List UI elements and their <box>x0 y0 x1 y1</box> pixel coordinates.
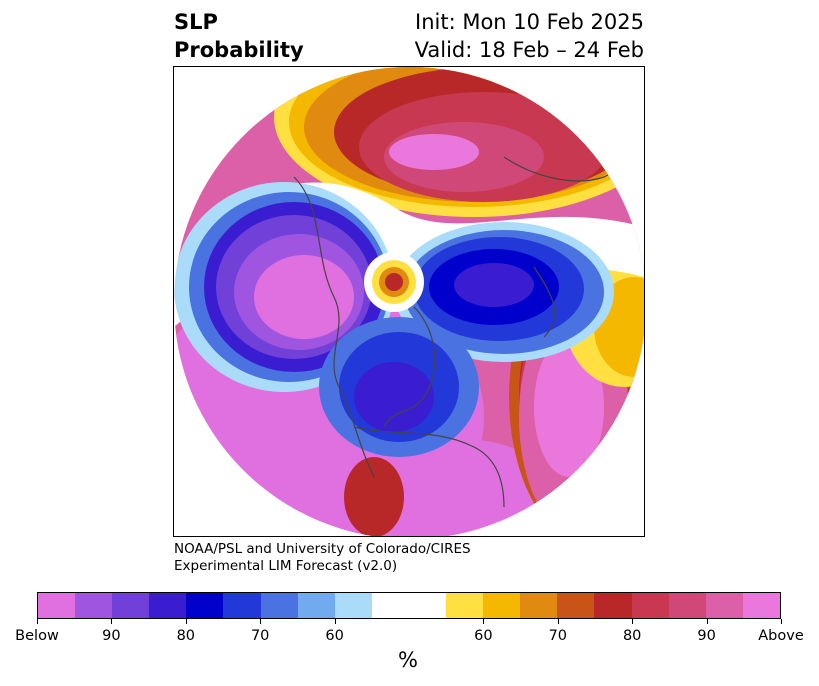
colorbar-segment <box>223 593 261 618</box>
valid-dates: Valid: 18 Feb – 24 Feb <box>414 38 644 62</box>
colorbar-tick-mark <box>334 619 336 624</box>
colorbar-tick-mark <box>483 619 485 624</box>
colorbar-tick-mark <box>185 619 187 624</box>
colorbar-segment <box>75 593 113 618</box>
colorbar-tick-mark <box>706 619 708 624</box>
credit-text: NOAA/PSL and University of Colorado/CIRE… <box>174 541 471 575</box>
forecast-dates: Init: Mon 10 Feb 2025 Valid: 18 Feb – 24… <box>415 8 644 64</box>
credit-line-1: NOAA/PSL and University of Colorado/CIRE… <box>174 541 471 557</box>
colorbar-segment <box>112 593 150 618</box>
colorbar-tick-label: 60 <box>325 628 344 644</box>
colorbar-tick-label: Below <box>15 628 59 644</box>
colorbar-segment <box>631 593 669 618</box>
map-panel <box>173 66 645 537</box>
colorbar-segment <box>260 593 298 618</box>
colorbar-tick-label: 90 <box>102 628 121 644</box>
colorbar-tick-label: 80 <box>622 628 642 644</box>
colorbar-unit: % <box>398 648 418 672</box>
colorbar-segment <box>520 593 558 618</box>
colorbar-tick-mark <box>557 619 559 624</box>
colorbar-segment <box>594 593 632 618</box>
map-title: SLP Probability <box>174 8 304 64</box>
colorbar-segment <box>705 593 743 618</box>
colorbar-tick-label: 80 <box>176 628 196 644</box>
colorbar-segment <box>557 593 595 618</box>
colorbar-segment <box>186 593 224 618</box>
colorbar-tick-label: 60 <box>474 628 493 644</box>
colorbar <box>37 592 781 619</box>
title-line-1: SLP <box>174 10 218 34</box>
colorbar-tick-mark <box>781 619 782 624</box>
colorbar-segment <box>334 593 372 618</box>
colorbar-tick-mark <box>111 619 113 624</box>
colorbar-segment <box>483 593 521 618</box>
colorbar-tick-label: 90 <box>697 628 716 644</box>
colorbar-segment <box>149 593 187 618</box>
credit-line-2: Experimental LIM Forecast (v2.0) <box>174 558 398 574</box>
colorbar-tick-mark <box>260 619 262 624</box>
colorbar-tick-mark <box>632 619 634 624</box>
colorbar-segment <box>297 593 335 618</box>
colorbar-tick-label: Above <box>758 628 804 644</box>
colorbar-segment <box>446 593 484 618</box>
colorbar-segment <box>668 593 706 618</box>
title-line-2: Probability <box>174 38 304 62</box>
colorbar-segment <box>371 593 447 618</box>
colorbar-tick-label: 70 <box>548 628 568 644</box>
colorbar-segment <box>742 593 780 618</box>
init-date: Init: Mon 10 Feb 2025 <box>415 10 644 34</box>
colorbar-tick-label: 70 <box>250 628 270 644</box>
colorbar-tick-mark <box>37 619 38 624</box>
colorbar-segment <box>38 593 76 618</box>
probability-map <box>174 67 644 536</box>
